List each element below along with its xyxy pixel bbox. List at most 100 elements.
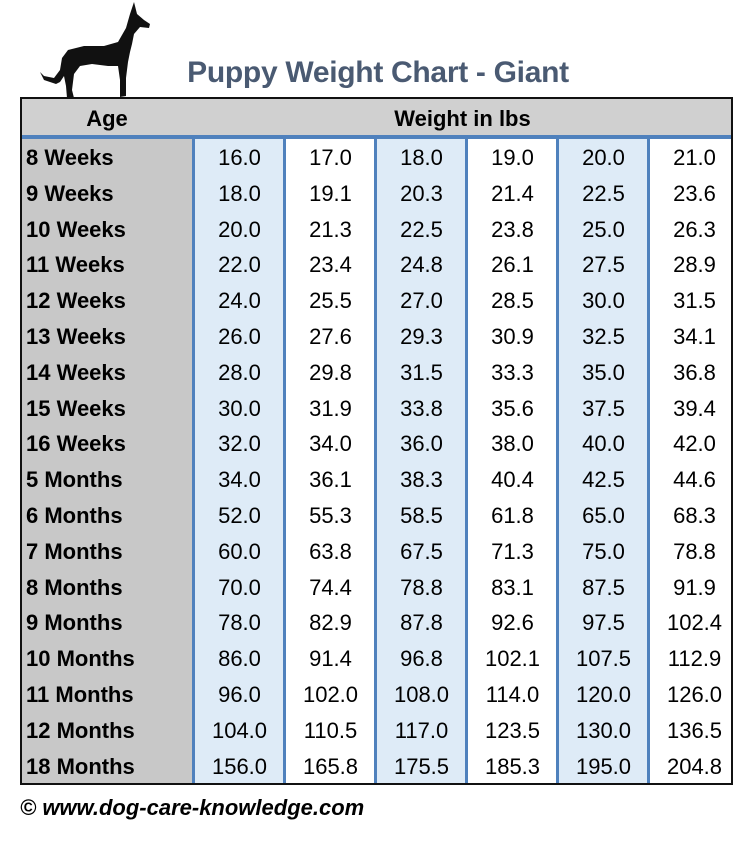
weight-cell: 38.0	[491, 431, 534, 457]
weight-cell: 35.0	[582, 359, 625, 385]
weight-cell: 102.4	[666, 610, 723, 636]
weight-cell: 175.5	[393, 753, 450, 779]
age-cell: 9 Months	[26, 610, 123, 636]
weight-cell: 31.5	[400, 359, 443, 385]
weight-cell: 36.8	[673, 359, 716, 385]
weight-cell: 42.5	[582, 467, 625, 493]
weight-cell: 165.8	[302, 753, 359, 779]
weight-cell: 20.3	[400, 180, 443, 206]
age-cell: 7 Months	[26, 538, 123, 564]
weight-cell: 117.0	[394, 717, 449, 743]
weight-cell: 27.0	[400, 288, 443, 314]
weight-cell: 26.0	[218, 324, 261, 349]
weight-cell: 112.9	[667, 646, 722, 672]
weight-cell: 92.6	[491, 610, 534, 636]
weight-cell: 108.0	[393, 682, 450, 707]
weight-cell: 96.0	[218, 682, 261, 707]
weight-cell: 25.5	[309, 288, 352, 314]
weight-cell: 39.4	[673, 395, 716, 421]
weight-cell: 107.5	[575, 646, 632, 672]
weight-cell: 70.0	[218, 574, 261, 600]
weight-cell: 17.0	[309, 145, 352, 170]
weight-cell: 35.6	[491, 395, 534, 421]
weight-cell: 25.0	[582, 216, 625, 242]
weight-cell: 37.5	[582, 395, 625, 421]
weight-cell: 34.0	[218, 467, 261, 493]
weight-cell: 18.0	[218, 180, 261, 206]
weight-cell: 195.0	[575, 753, 632, 779]
weight-cell: 102.0	[302, 682, 359, 707]
weight-cell: 44.6	[673, 467, 716, 493]
weight-cell: 36.0	[400, 431, 443, 457]
weight-cell: 23.4	[309, 252, 352, 278]
age-cell: 15 Weeks	[26, 395, 126, 421]
weight-cell: 36.1	[309, 467, 352, 493]
weight-cell: 23.8	[491, 216, 534, 242]
weight-cell: 29.8	[309, 359, 352, 385]
weight-cell: 71.3	[491, 538, 534, 564]
age-cell: 8 Weeks	[26, 145, 114, 170]
weight-cell: 96.8	[400, 646, 443, 672]
weight-cell: 26.3	[673, 216, 716, 242]
table-row: 12 Months 104.0 110.5 117.0 123.5 130.0 136.5	[22, 713, 731, 749]
weight-cell: 110.5	[303, 717, 358, 743]
weight-cell: 21.0	[673, 145, 716, 170]
weight-cell: 31.9	[309, 395, 352, 421]
weight-cell: 114.0	[485, 682, 540, 707]
weight-cell: 102.1	[484, 646, 541, 672]
weight-cell: 204.8	[666, 753, 723, 779]
weight-cell: 156.0	[211, 753, 268, 779]
age-cell: 12 Weeks	[26, 288, 126, 314]
weight-table: Age Weight in lbs 8 Weeks 16.0 17.0 18.0 19.…	[20, 97, 733, 785]
weight-cell: 22.5	[582, 180, 625, 206]
weight-cell: 16.0	[218, 145, 261, 170]
weight-cell: 18.0	[400, 145, 443, 170]
weight-cell: 74.4	[309, 574, 352, 600]
age-cell: 10 Weeks	[26, 216, 126, 242]
weight-cell: 87.8	[400, 610, 443, 636]
table-row: 16 Weeks 32.0 34.0 36.0 38.0 40.0 42.0	[22, 426, 731, 462]
table-header: Age Weight in lbs	[22, 99, 731, 139]
weight-cell: 38.3	[400, 467, 443, 493]
weight-column-6	[647, 139, 733, 783]
weight-cell: 83.1	[491, 574, 534, 600]
weight-cell: 32.0	[218, 431, 261, 457]
weight-column-1	[192, 139, 283, 783]
weight-cell: 22.5	[400, 216, 443, 242]
weight-cell: 27.6	[309, 324, 352, 349]
weight-cell: 23.6	[673, 180, 716, 206]
weight-cell: 136.5	[666, 717, 723, 743]
weight-cell: 40.0	[582, 431, 625, 457]
age-cell: 11 Months	[26, 682, 134, 707]
age-cell: 16 Weeks	[26, 431, 126, 457]
weight-cell: 20.0	[582, 145, 625, 170]
weight-cell: 82.9	[309, 610, 352, 636]
weight-cell: 30.0	[582, 288, 625, 314]
weight-cell: 60.0	[218, 538, 261, 564]
table-row: 12 Weeks 24.0 25.5 27.0 28.5 30.0 31.5	[22, 283, 731, 319]
age-cell: 14 Weeks	[26, 359, 126, 385]
weight-cell: 21.4	[491, 180, 534, 206]
page-title: Puppy Weight Chart - Giant	[187, 56, 569, 89]
weight-cell: 78.8	[400, 574, 443, 600]
weight-column-5	[556, 139, 647, 783]
weight-cell: 19.1	[309, 180, 352, 206]
weight-cell: 28.9	[673, 252, 716, 278]
weight-column-header: Weight in lbs	[394, 106, 531, 131]
weight-cell: 87.5	[582, 574, 625, 600]
table-row: 15 Weeks 30.0 31.9 33.8 35.6 37.5 39.4	[22, 391, 731, 427]
age-cell: 8 Months	[26, 574, 123, 600]
weight-cell: 67.5	[400, 538, 443, 564]
weight-cell: 42.0	[673, 431, 716, 457]
table-row: 11 Months 96.0 102.0 108.0 114.0 120.0 126.0	[22, 677, 731, 713]
weight-cell: 68.3	[673, 503, 716, 528]
weight-cell: 34.0	[309, 431, 352, 457]
age-cell: 10 Months	[26, 646, 135, 672]
weight-cell: 31.5	[673, 288, 716, 314]
weight-column-3	[374, 139, 465, 783]
table-row: 10 Months 86.0 91.4 96.8 102.1 107.5 112.9	[22, 641, 731, 677]
weight-cell: 33.3	[491, 359, 534, 385]
table-row: 11 Weeks 22.0 23.4 24.8 26.1 27.5 28.9	[22, 247, 731, 283]
weight-column-2	[283, 139, 374, 783]
weight-cell: 52.0	[218, 503, 261, 528]
